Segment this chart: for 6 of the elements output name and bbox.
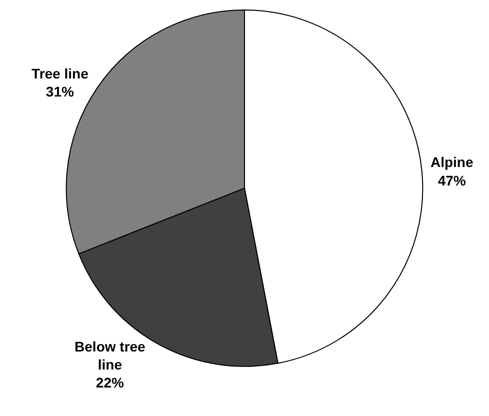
data-label: 31%: [46, 84, 75, 100]
data-label: 47%: [438, 172, 466, 188]
slice-label: Below tree line: [74, 338, 146, 372]
slice-label: Alpine: [430, 154, 474, 170]
data-label: 22%: [96, 374, 124, 391]
slice-label: Tree line: [32, 66, 89, 82]
